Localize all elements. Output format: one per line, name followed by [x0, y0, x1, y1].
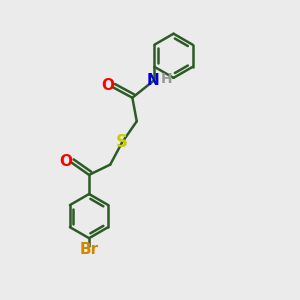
Text: O: O: [60, 154, 73, 169]
Text: O: O: [101, 79, 114, 94]
Text: N: N: [147, 73, 159, 88]
Text: H: H: [161, 72, 172, 86]
Text: Br: Br: [80, 242, 99, 257]
Text: S: S: [116, 134, 128, 152]
